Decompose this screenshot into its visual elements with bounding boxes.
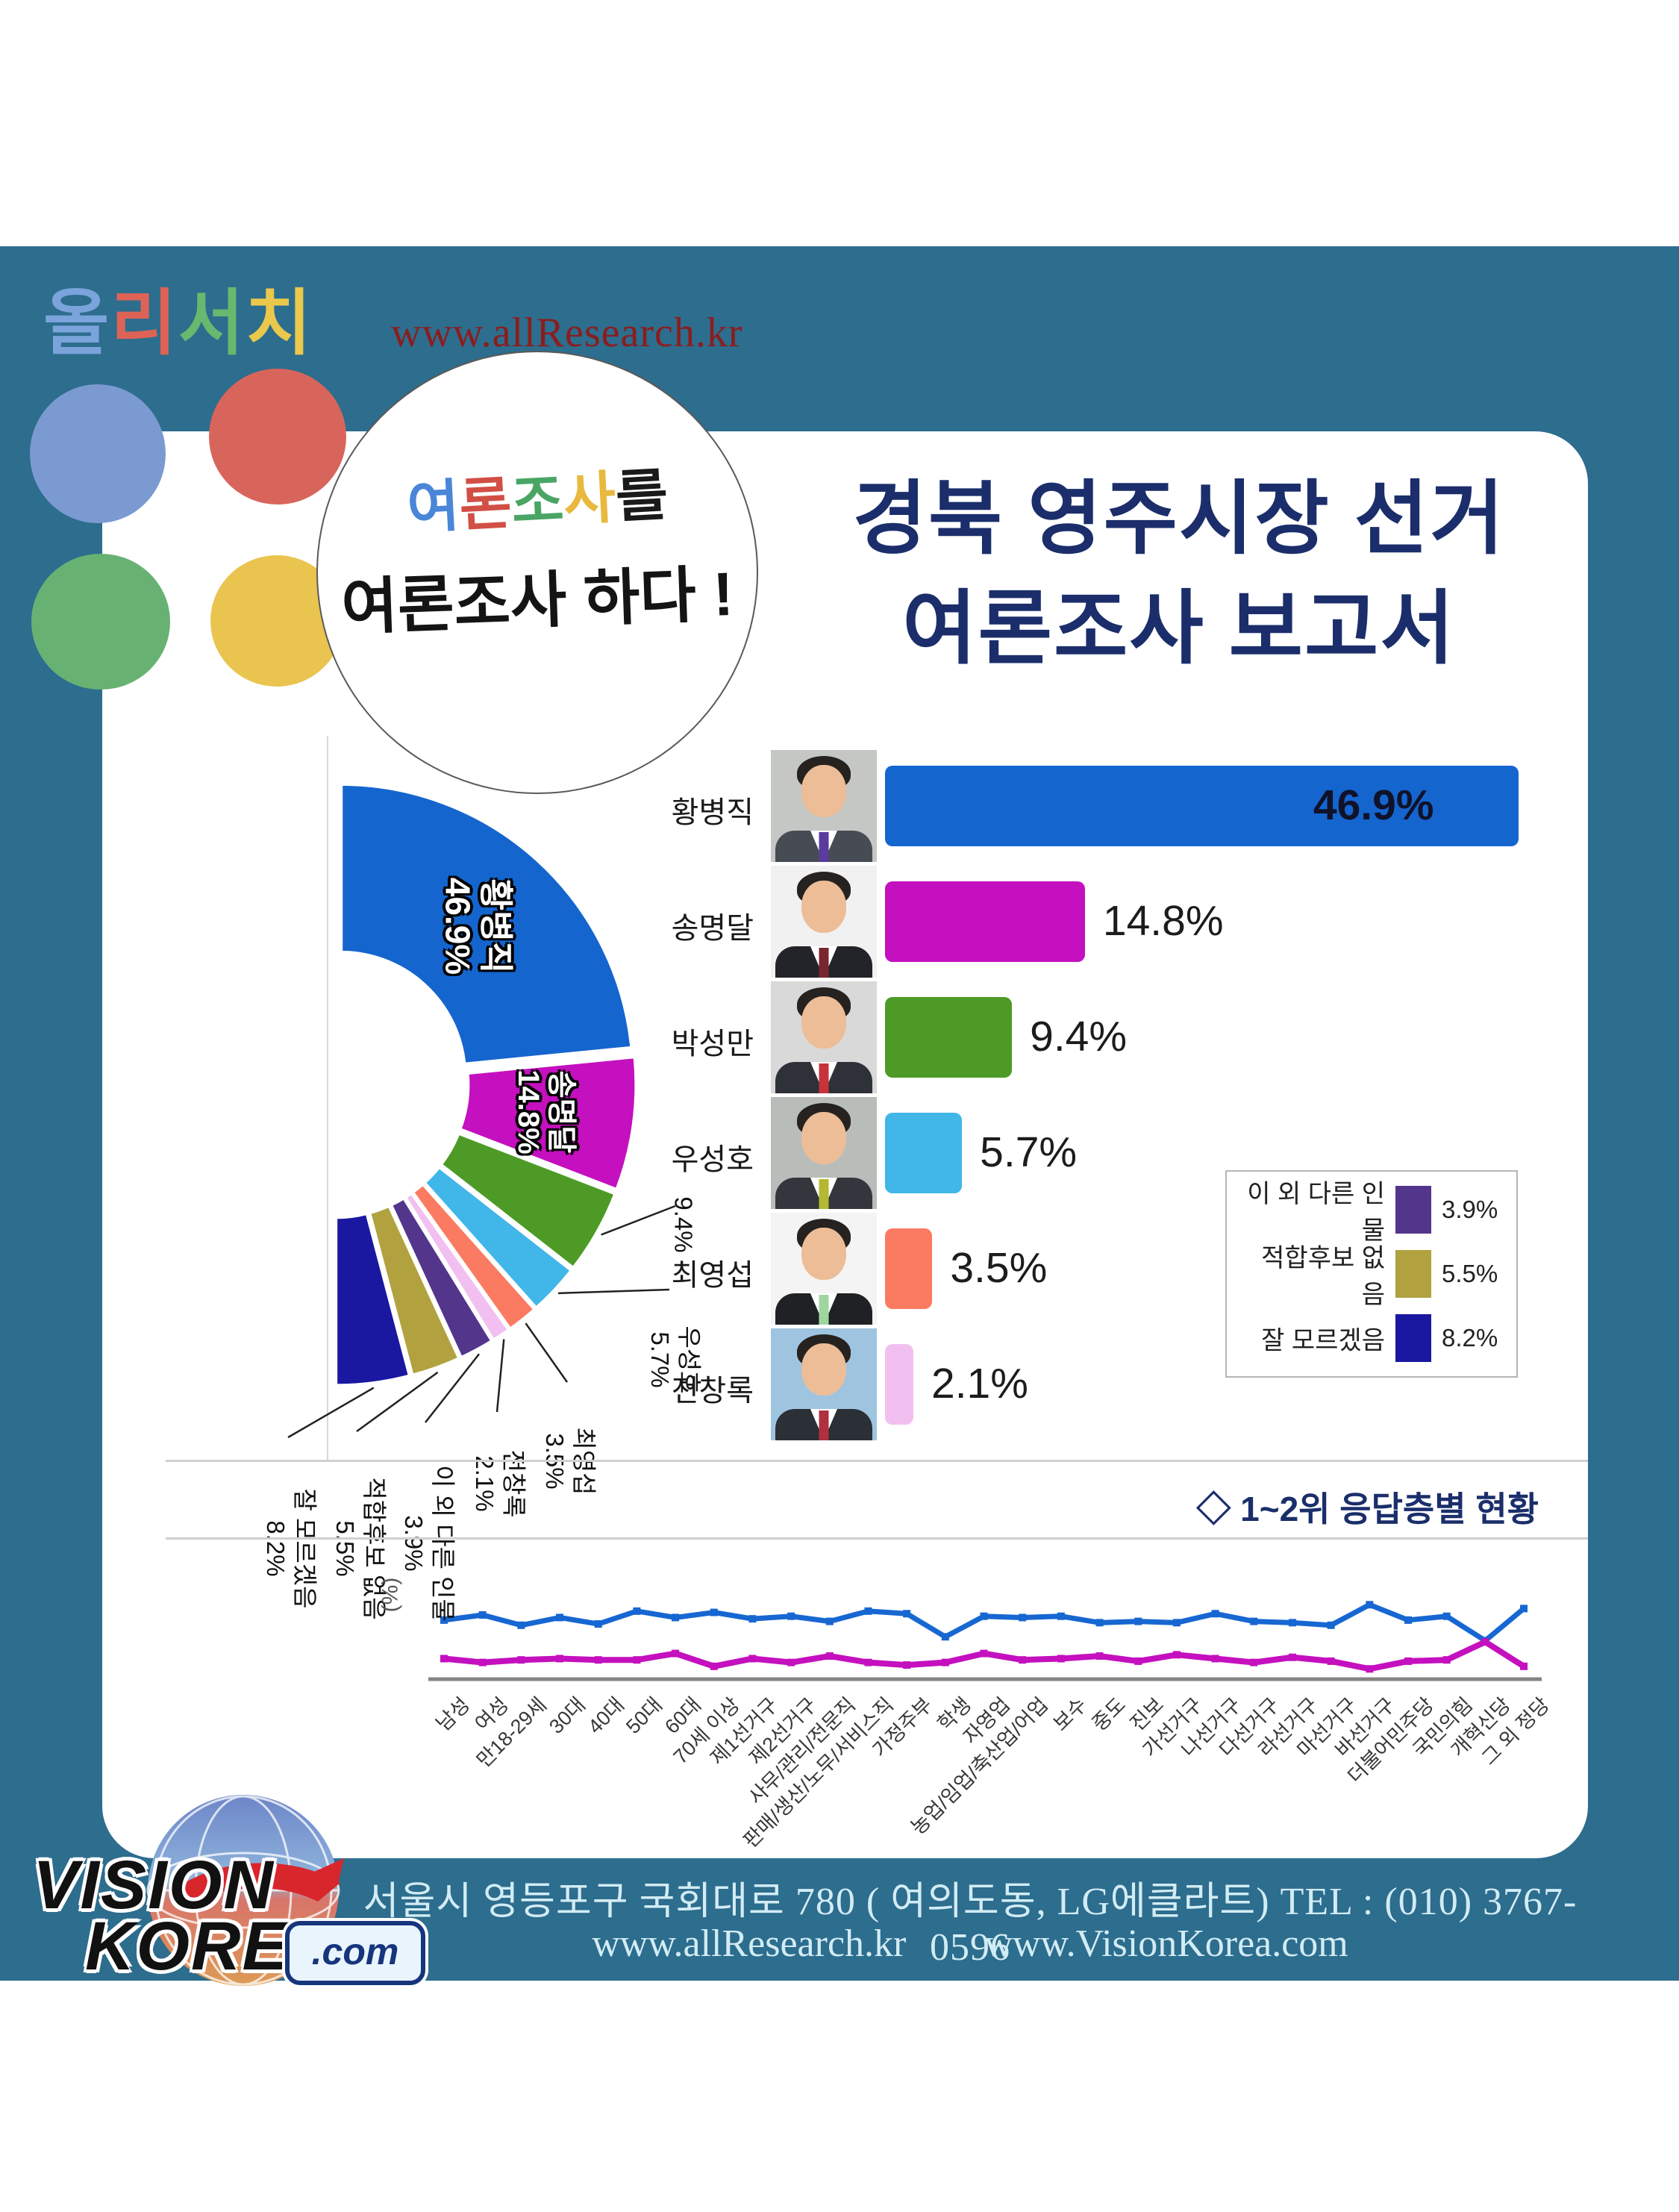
legend-value: 5.5% — [1442, 1260, 1498, 1287]
donut-callout-label: 이 외 다른 인물 3.9% — [400, 1465, 457, 1622]
candidate-bar — [885, 1228, 933, 1309]
legend-label: 잘 모르겠음 — [1261, 1326, 1385, 1355]
logo-text-vision: VISION — [33, 1847, 275, 1923]
candidate-value: 3.5% — [950, 1244, 1048, 1292]
footer-url-allresearch[interactable]: www.allResearch.kr — [592, 1922, 907, 1965]
page-title: 경북 영주시장 선거 여론조사 보고서 — [812, 464, 1546, 684]
candidate-photo — [771, 1328, 877, 1440]
candidate-bar — [885, 1344, 913, 1425]
candidate-name: 최영섭 — [671, 1259, 754, 1292]
legend-label: 적합후보 없음 — [1261, 1244, 1385, 1309]
logo-com-badge: .com — [285, 1921, 425, 1985]
bubble-char: 사 — [562, 466, 618, 533]
candidate-value: 5.7% — [980, 1128, 1078, 1176]
candidate-photo — [771, 750, 877, 862]
footer-url-visionkorea[interactable]: www.VisionKorea.com — [984, 1922, 1348, 1965]
candidate-bar — [885, 997, 1013, 1078]
candidate-photo — [771, 981, 877, 1093]
divider-bottom — [166, 1537, 1588, 1540]
legend-row: 적합후보 없음 5.5% — [1227, 1242, 1516, 1309]
speech-bubble: 여론조사를 여론조사 하다 ! — [316, 351, 758, 794]
legend-label: 이 외 다른 인물 — [1247, 1180, 1385, 1245]
legend-swatch — [1395, 1250, 1431, 1298]
candidate-name: 전창록 — [671, 1375, 754, 1408]
footer-urls: www.allResearch.kr www.VisionKorea.com — [358, 1922, 1582, 1966]
candidate-photo — [771, 1213, 877, 1325]
bubble-line2: 여론조사 하다 ! — [340, 560, 735, 643]
candidate-name: 우성호 — [671, 1143, 754, 1176]
candidate-value: 9.4% — [1030, 1013, 1128, 1060]
candidate-value: 2.1% — [931, 1360, 1028, 1408]
footer-address: 서울시 영등포구 국회대로 780 ( 여의도동, LG에클라트) TEL : … — [363, 1881, 1578, 1969]
candidate-bar — [885, 881, 1085, 962]
allresearch-logo: 올리서치 — [43, 288, 313, 360]
page-title-line2: 여론조사 보고서 — [902, 582, 1456, 673]
legend-row: 잘 모르겠음 8.2% — [1227, 1306, 1516, 1370]
candidate-bar — [885, 1113, 963, 1193]
chart-frame-line — [327, 736, 328, 1460]
candidate-name: 송명달 — [671, 912, 754, 945]
brand-url[interactable]: www.allResearch.kr — [391, 310, 743, 356]
donut-inside-label: 송명달 14.8% — [512, 1069, 578, 1155]
decor-circle-blue-icon — [30, 384, 166, 523]
candidate-photo — [771, 866, 877, 978]
candidate-bar — [885, 766, 1519, 846]
legend-swatch — [1395, 1186, 1431, 1234]
candidate-value: 14.8% — [1102, 897, 1224, 945]
decor-circle-green-icon — [31, 554, 170, 690]
legend-value: 3.9% — [1442, 1196, 1498, 1223]
donut-callout-label: 9.4% — [669, 1196, 698, 1253]
legend-box: 이 외 다른 인물 3.9% 적합후보 없음 5.5% 잘 모르겠음 8.2% — [1225, 1170, 1518, 1378]
donut-inside-label: 황병직 46.9% — [439, 877, 516, 975]
candidate-value: 46.9% — [1313, 781, 1434, 829]
section-title: ◇ 1~2위 응답층별 현황 — [1196, 1490, 1539, 1528]
brand-logo-char: 올 — [43, 284, 111, 363]
divider-top — [166, 1460, 1588, 1462]
decor-circle-red-icon — [209, 369, 346, 504]
bubble-line1: 여론조사를 — [316, 444, 759, 549]
brand-logo-char: 서 — [178, 284, 246, 363]
brand-logo-char: 리 — [110, 284, 178, 363]
brand-logo-char: 치 — [245, 284, 313, 363]
visionkorea-logo: VISION KOREA .com — [19, 1782, 467, 2006]
y-axis-unit: (%) — [378, 1577, 403, 1613]
legend-swatch — [1395, 1314, 1431, 1362]
donut-callout-label: 잘 모르겠음 8.2% — [262, 1488, 319, 1609]
bubble-char: 여 — [405, 474, 461, 541]
bubble-char: 조 — [510, 469, 566, 535]
legend-row: 이 외 다른 인물 3.9% — [1227, 1178, 1516, 1245]
bubble-char: 를 — [613, 463, 670, 530]
legend-value: 8.2% — [1442, 1324, 1498, 1352]
candidate-name: 황병직 — [671, 796, 754, 829]
candidate-name: 박성만 — [671, 1028, 754, 1060]
bubble-char: 론 — [457, 471, 513, 538]
candidate-photo — [771, 1097, 877, 1209]
page-title-line1: 경북 영주시장 선거 — [852, 473, 1506, 563]
